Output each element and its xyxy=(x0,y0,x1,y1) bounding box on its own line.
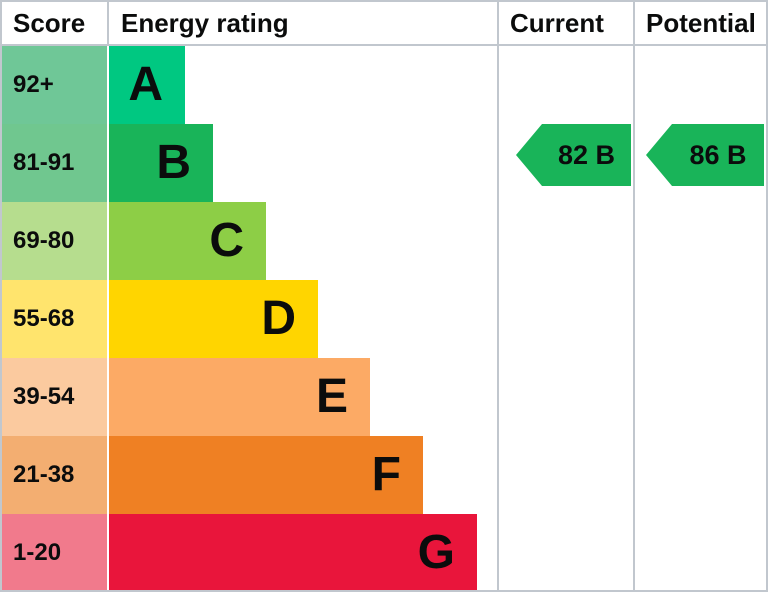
band-row-f: 21-38 F xyxy=(0,436,497,514)
band-row-d: 55-68 D xyxy=(0,280,497,358)
band-row-g: 1-20 G xyxy=(0,514,497,592)
potential-rating-label: 86 B xyxy=(689,140,747,170)
score-cell: 39-54 xyxy=(2,358,107,436)
band-letter: G xyxy=(417,526,455,579)
score-cell: 92+ xyxy=(2,46,107,124)
divider-score-rating xyxy=(107,0,109,46)
band-bar: B xyxy=(109,124,213,202)
band-row-a: 92+ A xyxy=(0,46,497,124)
band-letter: B xyxy=(156,136,191,189)
score-cell: 69-80 xyxy=(2,202,107,280)
score-cell: 81-91 xyxy=(2,124,107,202)
current-rating-arrow: 82 B xyxy=(516,124,631,186)
border-top xyxy=(0,0,768,2)
band-bar: F xyxy=(109,436,423,514)
band-row-b: 81-91 B xyxy=(0,124,497,202)
header-energy-rating: Energy rating xyxy=(121,8,289,38)
band-letter: F xyxy=(371,448,401,501)
header-current: Current xyxy=(510,8,604,38)
score-cell: 21-38 xyxy=(2,436,107,514)
band-row-c: 69-80 C xyxy=(0,202,497,280)
divider-rating-current xyxy=(497,0,499,592)
header-divider xyxy=(0,44,768,46)
band-letter: A xyxy=(128,58,163,111)
border-left xyxy=(0,0,2,592)
border-right xyxy=(766,0,768,592)
band-bar: G xyxy=(109,514,477,592)
potential-rating-arrow: 86 B xyxy=(646,124,764,186)
border-bottom xyxy=(0,590,768,592)
band-bar: E xyxy=(109,358,370,436)
band-bar: D xyxy=(109,280,318,358)
divider-current-potential xyxy=(633,0,635,592)
band-bar: A xyxy=(109,46,185,124)
band-letter: E xyxy=(315,370,348,423)
current-rating-label: 82 B xyxy=(557,140,616,170)
band-letter: C xyxy=(209,214,244,267)
header-score: Score xyxy=(13,8,86,38)
score-cell: 1-20 xyxy=(2,514,107,592)
score-cell: 55-68 xyxy=(2,280,107,358)
band-bar: C xyxy=(109,202,266,280)
band-row-e: 39-54 E xyxy=(0,358,497,436)
band-letter: D xyxy=(261,292,296,345)
header-potential: Potential xyxy=(646,8,756,38)
